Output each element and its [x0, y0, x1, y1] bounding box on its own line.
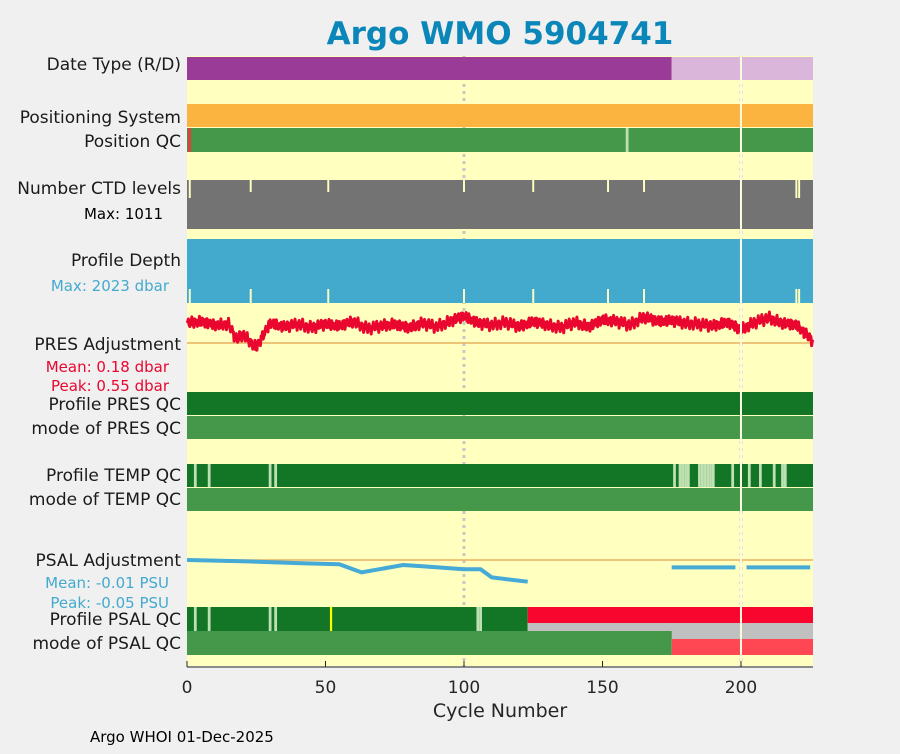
temp-qc-flag-203: [747, 464, 751, 487]
depth-gap-220: [795, 289, 798, 303]
ctd-gap-152: [607, 180, 609, 192]
mode-pres-qc-bar: [187, 416, 813, 439]
psal-qc-flag-8: [207, 607, 211, 631]
temp-qc-flag-179: [681, 464, 685, 487]
profile-psal-qc-bar: [187, 607, 528, 631]
mode-psal-qc-red: [671, 639, 813, 655]
x-tick-label-50: 50: [315, 678, 337, 698]
depth-gap-165: [643, 289, 646, 303]
series-lines-layer: [185, 56, 815, 666]
ctd-levels-bar: [187, 180, 813, 229]
temp-qc-flag-186: [700, 464, 704, 487]
position-qc-mark-1: [188, 128, 191, 152]
ctd-gap-1: [188, 180, 191, 198]
x-tick-label-100: 100: [448, 678, 480, 698]
label-ctd-max: Max: 1011: [84, 205, 163, 223]
label-profile-pres-qc: Profile PRES QC: [48, 395, 181, 415]
psal-qc-flag-32: [274, 607, 278, 631]
ctd-gap-220: [795, 180, 798, 198]
ctd-gap-221: [798, 180, 801, 198]
psal-qc-flag-30: [268, 607, 272, 631]
ctd-gap-51: [327, 180, 330, 192]
depth-gap-100: [463, 289, 465, 303]
date-type-D: [671, 57, 813, 80]
ctd-gap-165: [643, 180, 646, 192]
x-axis-label: Cycle Number: [433, 700, 567, 722]
row-labels: Date Type (R/D) Positioning System Posit…: [17, 55, 181, 654]
profile-depth-bar: [187, 239, 813, 303]
temp-qc-flag-178: [678, 464, 682, 487]
psal-qc-yellow-52: [329, 607, 333, 631]
mode-temp-qc-bar: [187, 488, 813, 511]
x-tick-label-0: 0: [182, 678, 193, 698]
label-mode-pres-qc: mode of PRES QC: [31, 419, 181, 439]
axis-layer: 0 50 100 150 200: [182, 661, 813, 698]
profile-temp-qc-bar: [187, 464, 813, 487]
temp-qc-flag-3: [193, 464, 197, 487]
temp-qc-flag-32: [274, 464, 278, 487]
temp-qc-flag-181: [686, 464, 690, 487]
depth-gap-23: [249, 289, 252, 303]
label-pres-mean: Mean: 0.18 dbar: [46, 358, 170, 376]
temp-qc-flag-216: [783, 464, 787, 487]
status-bars-layer: [187, 57, 813, 655]
footer-source-date: Argo WHOI 01-Dec-2025: [90, 728, 274, 746]
temp-qc-flag-212: [772, 464, 776, 487]
temp-qc-flag-8: [207, 464, 211, 487]
temp-qc-flag-176: [673, 464, 676, 487]
ctd-gap-125: [532, 180, 535, 192]
x-tick-label-150: 150: [586, 678, 618, 698]
psal-qc-flag-105: [476, 607, 480, 631]
label-psal-peak: Peak: -0.05 PSU: [50, 594, 169, 612]
label-ctd-levels: Number CTD levels: [17, 179, 181, 199]
ctd-gap-23: [249, 180, 252, 192]
temp-qc-flag-180: [684, 464, 687, 487]
position-qc-mark-159: [625, 128, 629, 152]
label-pres-peak: Peak: 0.55 dbar: [51, 377, 170, 395]
temp-qc-flag-207: [758, 464, 762, 487]
depth-gap-152: [607, 289, 609, 303]
pres-adjustment-line: [185, 310, 815, 352]
label-profile-depth: Profile Depth: [71, 251, 181, 271]
temp-qc-flag-188: [706, 464, 710, 487]
profile-pres-qc-bar: [187, 392, 813, 415]
temp-qc-flag-185: [698, 464, 701, 487]
label-mode-temp-qc: mode of TEMP QC: [29, 490, 181, 510]
psal-qc-flag-3: [193, 607, 197, 631]
positioning-system-bar: [187, 104, 813, 127]
temp-qc-flag-187: [703, 464, 707, 487]
label-psal-mean: Mean: -0.01 PSU: [45, 574, 169, 592]
depth-gap-221: [798, 289, 801, 303]
depth-gap-125: [532, 289, 535, 303]
temp-qc-flag-190: [711, 464, 715, 487]
label-profile-psal-qc: Profile PSAL QC: [50, 610, 181, 630]
depth-gap-1: [188, 289, 191, 303]
temp-qc-flag-189: [709, 464, 712, 487]
temp-qc-flag-215: [781, 464, 784, 487]
label-depth-max: Max: 2023 dbar: [51, 277, 170, 295]
temp-qc-flag-197: [731, 464, 735, 487]
x-tick-label-200: 200: [725, 678, 757, 698]
label-mode-psal-qc: mode of PSAL QC: [32, 634, 181, 654]
date-type-R: [187, 57, 672, 80]
position-qc-bar: [187, 128, 813, 152]
chart-title: Argo WMO 5904741: [327, 16, 674, 52]
label-profile-temp-qc: Profile TEMP QC: [46, 466, 181, 486]
label-psal-adjustment: PSAL Adjustment: [36, 551, 182, 571]
label-positioning-system: Positioning System: [20, 108, 181, 128]
temp-qc-flag-30: [268, 464, 272, 487]
mode-psal-qc-bar: [187, 631, 672, 655]
profile-psal-qc-red: [527, 607, 813, 623]
depth-gap-51: [327, 289, 330, 303]
label-date-type: Date Type (R/D): [47, 55, 181, 75]
psal-adjustment-line-early: [186, 558, 528, 584]
psal-qc-flag-106: [479, 607, 482, 631]
ctd-gap-100: [463, 180, 465, 192]
label-position-qc: Position QC: [84, 132, 181, 152]
label-pres-adjustment: PRES Adjustment: [34, 335, 181, 355]
